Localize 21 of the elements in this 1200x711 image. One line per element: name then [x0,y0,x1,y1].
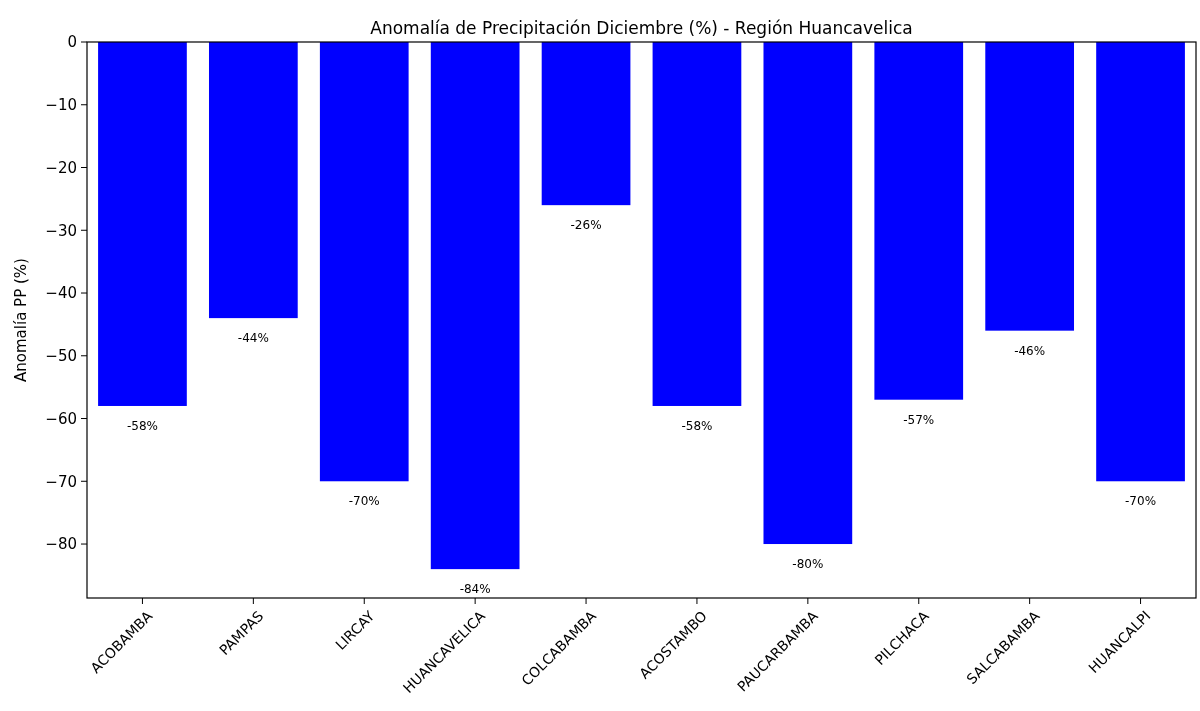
y-tick-label: −20 [45,158,77,177]
y-axis-title: Anomalía PP (%) [12,258,30,382]
y-tick-label: 0 [67,33,77,52]
data-label: -44% [237,331,269,346]
y-tick-label: −70 [45,472,77,491]
data-label: -46% [1014,343,1046,358]
chart-title: Anomalía de Precipitación Diciembre (%) - Región Huancavelica [370,18,913,38]
data-label: -57% [903,412,935,427]
data-label: -26% [570,218,602,233]
data-label: -70% [1125,494,1157,509]
y-tick-label: −40 [45,284,77,303]
y-tick-label: −80 [45,535,77,554]
y-tick-label: −10 [45,96,77,114]
y-tick-label: −30 [45,221,77,240]
data-label: -58% [681,418,713,433]
data-label: -84% [459,582,491,597]
y-tick-label: −60 [45,409,77,428]
data-label: -58% [126,418,158,433]
data-label: -70% [348,494,380,509]
data-label: -80% [792,557,824,572]
y-tick-label: −50 [45,347,77,366]
